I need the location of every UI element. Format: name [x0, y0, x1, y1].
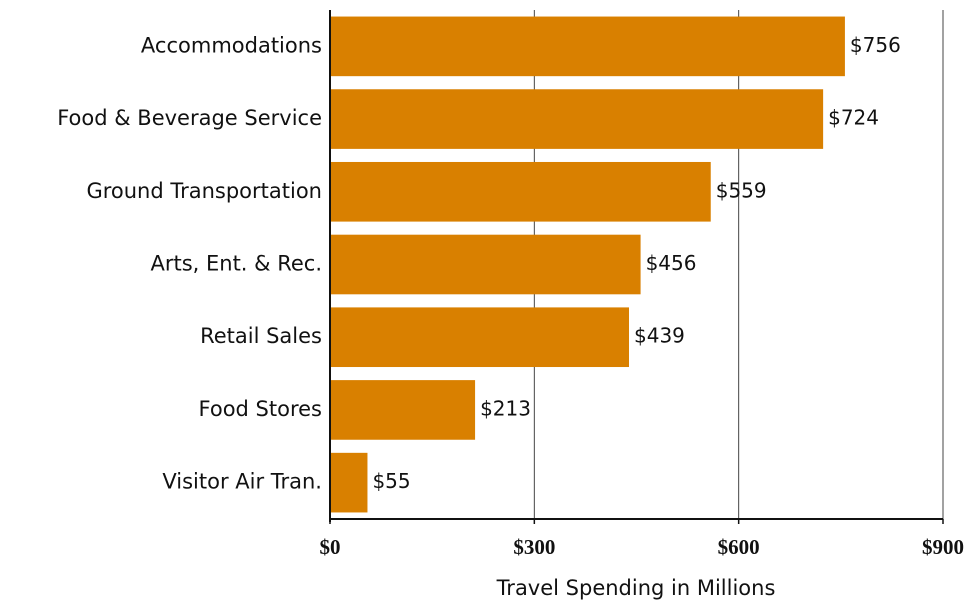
value-label: $559 — [716, 178, 767, 202]
x-tick-label: $300 — [513, 535, 555, 559]
y-tick-label: Visitor Air Tran. — [162, 470, 322, 494]
bar — [330, 452, 368, 513]
y-tick-label: Accommodations — [141, 33, 322, 57]
bar — [330, 234, 641, 295]
bar — [330, 16, 845, 77]
y-tick-label: Food & Beverage Service — [57, 106, 322, 130]
y-tick-label: Retail Sales — [200, 324, 322, 348]
y-tick-label: Food Stores — [199, 397, 322, 421]
bar — [330, 89, 824, 149]
y-tick-label: Arts, Ent. & Rec. — [150, 252, 322, 276]
x-axis-title: Travel Spending in Millions — [496, 576, 776, 600]
value-label: $456 — [646, 251, 697, 275]
y-tick-label: Ground Transportation — [86, 179, 322, 203]
value-label: $55 — [372, 469, 410, 493]
value-label: $439 — [634, 324, 685, 348]
bar — [330, 380, 476, 440]
x-tick-label: $600 — [718, 535, 760, 559]
value-label: $213 — [480, 396, 531, 420]
value-label: $756 — [850, 33, 901, 57]
bar — [330, 307, 630, 368]
bar — [330, 161, 711, 222]
x-tick-label: $0 — [320, 535, 341, 559]
value-label: $724 — [828, 106, 879, 130]
x-tick-label: $900 — [922, 535, 964, 559]
